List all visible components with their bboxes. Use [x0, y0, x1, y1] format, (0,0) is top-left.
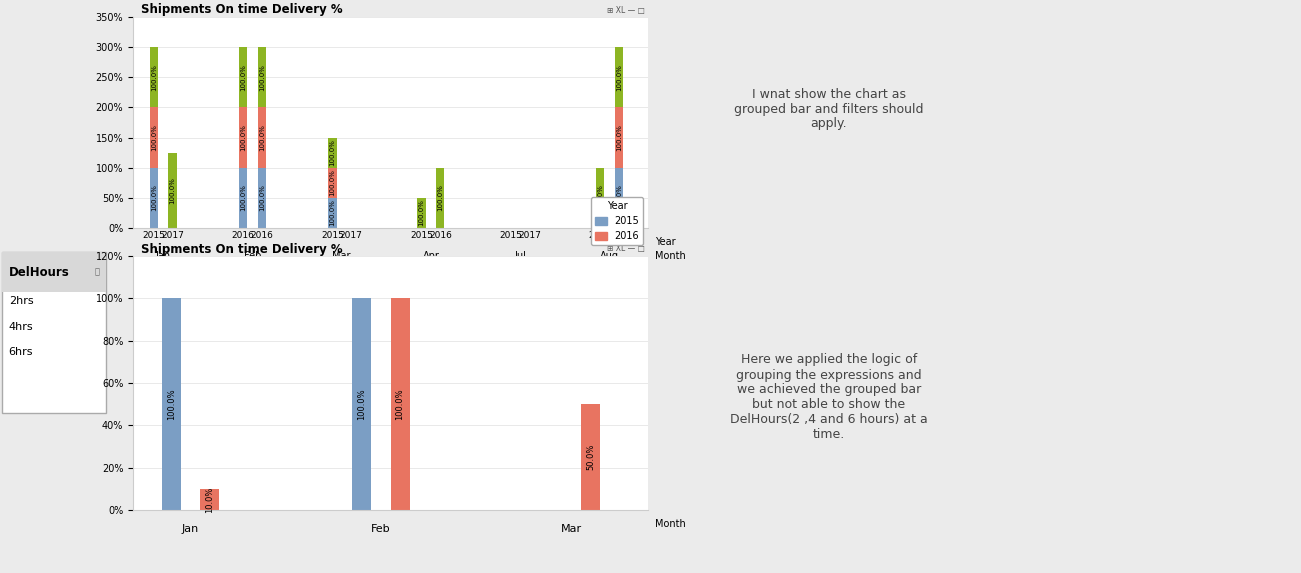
Text: 100.0%: 100.0% — [597, 185, 604, 211]
Text: Month: Month — [654, 250, 686, 261]
Bar — [328, 138, 337, 168]
Text: 100.0%: 100.0% — [329, 139, 336, 166]
Bar — [390, 299, 410, 510]
Text: Month: Month — [654, 519, 686, 529]
Bar — [615, 168, 623, 228]
Bar — [436, 168, 445, 228]
Bar — [150, 47, 157, 107]
Text: Here we applied the logic of
grouping the expressions and
we achieved the groupe: Here we applied the logic of grouping th… — [730, 354, 928, 442]
Bar — [239, 168, 247, 228]
Text: 100.0%: 100.0% — [329, 170, 336, 196]
Text: Apr: Apr — [423, 250, 440, 261]
Text: 100.0%: 100.0% — [419, 199, 424, 226]
Text: 100.0%: 100.0% — [151, 185, 156, 211]
Text: 100.0%: 100.0% — [358, 388, 367, 420]
Bar — [328, 168, 337, 198]
Text: 100.0%: 100.0% — [241, 124, 246, 151]
Text: 10.0%: 10.0% — [204, 486, 213, 513]
Bar — [3, 252, 105, 292]
Text: 100.0%: 100.0% — [167, 388, 176, 420]
Text: 100.0%: 100.0% — [615, 124, 622, 151]
Bar — [168, 152, 177, 228]
Text: Jul: Jul — [514, 250, 526, 261]
Text: 100.0%: 100.0% — [396, 388, 405, 420]
Text: 100.0%: 100.0% — [615, 185, 622, 211]
Text: ⊞ XL — □: ⊞ XL — □ — [606, 245, 645, 253]
Text: Mar: Mar — [561, 524, 583, 534]
Bar — [596, 168, 605, 228]
Text: 100.0%: 100.0% — [259, 185, 264, 211]
Text: Feb: Feb — [243, 250, 262, 261]
Text: 50.0%: 50.0% — [587, 444, 596, 470]
Text: Feb: Feb — [371, 524, 390, 534]
Text: 4hrs: 4hrs — [9, 321, 34, 332]
Text: 100.0%: 100.0% — [259, 64, 264, 91]
Bar — [258, 47, 265, 107]
Bar — [161, 299, 181, 510]
Bar — [418, 198, 425, 228]
Bar — [3, 252, 105, 413]
Text: I wnat show the chart as
grouped bar and filters should
apply.: I wnat show the chart as grouped bar and… — [734, 88, 924, 131]
Bar — [615, 107, 623, 168]
Text: 🔍: 🔍 — [95, 268, 100, 277]
Text: 100.0%: 100.0% — [151, 64, 156, 91]
Bar — [150, 107, 157, 168]
Bar — [150, 168, 157, 228]
Text: Shipments On time Delivery %: Shipments On time Delivery % — [141, 242, 342, 256]
Bar — [239, 107, 247, 168]
Text: Mar: Mar — [333, 250, 351, 261]
Text: Jan: Jan — [182, 524, 199, 534]
Text: 100.0%: 100.0% — [329, 199, 336, 226]
Text: 100.0%: 100.0% — [259, 124, 264, 151]
Bar — [353, 299, 371, 510]
Bar — [582, 404, 600, 510]
Text: 100.0%: 100.0% — [437, 185, 444, 211]
Bar — [258, 168, 265, 228]
Bar — [258, 107, 265, 168]
Bar — [239, 47, 247, 107]
Bar — [328, 198, 337, 228]
Bar — [615, 47, 623, 107]
Bar — [200, 489, 219, 510]
Text: DelHours: DelHours — [9, 266, 69, 278]
Text: ⊞ XL — □: ⊞ XL — □ — [606, 6, 645, 14]
Text: Aug: Aug — [600, 250, 619, 261]
Text: Shipments On time Delivery %: Shipments On time Delivery % — [141, 3, 342, 17]
Text: 100.0%: 100.0% — [151, 124, 156, 151]
Text: 100.0%: 100.0% — [169, 177, 176, 204]
Text: 100.0%: 100.0% — [241, 64, 246, 91]
Text: 2hrs: 2hrs — [9, 296, 34, 306]
Text: 100.0%: 100.0% — [615, 64, 622, 91]
Text: Jan: Jan — [156, 250, 170, 261]
Text: Year: Year — [654, 237, 675, 246]
Legend: 2015, 2016: 2015, 2016 — [591, 197, 643, 245]
Text: 6hrs: 6hrs — [9, 347, 33, 358]
Text: 100.0%: 100.0% — [241, 185, 246, 211]
